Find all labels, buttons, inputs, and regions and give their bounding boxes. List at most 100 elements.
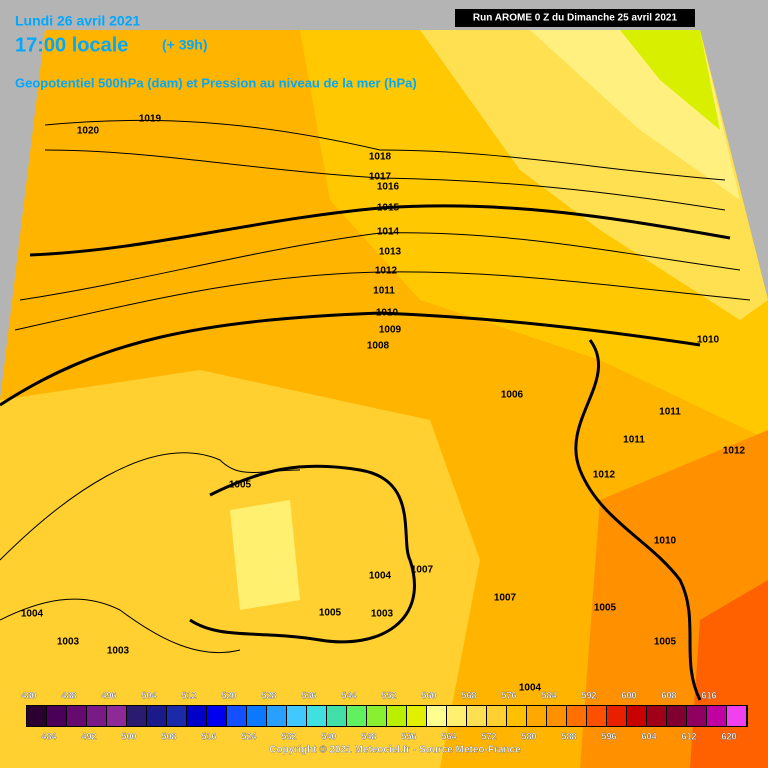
legend-label: 536 — [301, 690, 316, 700]
legend-label: 544 — [341, 690, 356, 700]
legend-swatch — [727, 706, 746, 726]
legend-swatch — [327, 706, 346, 726]
legend-swatch — [567, 706, 586, 726]
legend-label: 548 — [361, 731, 376, 741]
legend-label: 540 — [321, 731, 336, 741]
isobar-label: 1012 — [723, 446, 746, 457]
isobar-thick — [29, 204, 731, 257]
legend-swatch — [227, 706, 246, 726]
run-info: Run AROME 0 Z du Dimanche 25 avril 2021 — [473, 13, 678, 24]
isobar-label: 1014 — [377, 227, 400, 238]
isobar-label: 1020 — [77, 126, 100, 137]
isobar-label: 1004 — [519, 683, 542, 694]
legend-swatch — [687, 706, 706, 726]
legend-label: 608 — [661, 690, 676, 700]
legend-swatch — [147, 706, 166, 726]
isobar-label: 1010 — [697, 335, 720, 346]
legend-swatch — [667, 706, 686, 726]
legend-label: 500 — [121, 731, 136, 741]
legend-label: 496 — [101, 690, 116, 700]
legend-label: 568 — [461, 690, 476, 700]
legend-swatch — [107, 706, 126, 726]
isobar-label: 1010 — [376, 308, 399, 319]
field-pale — [230, 500, 300, 610]
legend-swatch — [267, 706, 286, 726]
field-description: Geopotentiel 500hPa (dam) et Pression au… — [15, 75, 417, 90]
legend-swatch — [407, 706, 426, 726]
legend-swatch — [167, 706, 186, 726]
legend-swatch — [207, 706, 226, 726]
legend-label: 516 — [201, 731, 216, 741]
legend-label: 572 — [481, 731, 496, 741]
isobar-label: 1017 — [369, 172, 392, 183]
run-banner — [455, 9, 695, 27]
legend-swatch — [67, 706, 86, 726]
date: Lundi 26 avril 2021 — [15, 13, 140, 29]
legend: 480 484 488 492 496 500 504 508 512 516 520 524 528 5… — [21, 690, 748, 742]
legend-label: 576 — [501, 690, 516, 700]
legend-swatch — [387, 706, 406, 726]
legend-label: 488 — [61, 690, 76, 700]
legend-label: 528 — [261, 690, 276, 700]
isobar-label: 1005 — [654, 637, 677, 648]
isobar-thick — [0, 311, 701, 407]
isobar-label: 1003 — [107, 646, 130, 657]
legend-swatch — [707, 706, 726, 726]
isobar-thick — [189, 464, 416, 644]
isobar-label: 1011 — [373, 286, 395, 297]
legend-label: 508 — [161, 731, 176, 741]
legend-label: 552 — [381, 690, 396, 700]
legend-swatch — [487, 706, 506, 726]
legend-label: 480 — [21, 690, 36, 700]
isobar-label: 1004 — [369, 571, 392, 582]
isobar-label: 1006 — [501, 390, 524, 401]
legend-swatch — [607, 706, 626, 726]
legend-label: 492 — [81, 731, 96, 741]
isobar-label: 1007 — [411, 565, 434, 576]
isobar-label: 1012 — [375, 266, 398, 277]
isobar-label: 1003 — [57, 637, 80, 648]
isobar — [0, 452, 301, 561]
isobar-label: 1011 — [659, 407, 681, 418]
legend-swatch — [427, 706, 446, 726]
legend-label: 556 — [401, 731, 416, 741]
legend-swatch — [347, 706, 366, 726]
legend-label: 612 — [681, 731, 696, 741]
legend-swatch — [127, 706, 146, 726]
isobar — [19, 232, 741, 301]
legend-label: 532 — [281, 731, 296, 741]
legend-swatch — [447, 706, 466, 726]
isobar-label: 1016 — [377, 182, 400, 193]
copyright: Copyright © 2021 Meteociel.fr - Source M… — [269, 745, 521, 756]
isobar-label: 1004 — [21, 609, 44, 620]
isobar-label: 1007 — [494, 593, 517, 604]
legend-label: 560 — [421, 690, 436, 700]
isobar-label: 1015 — [377, 203, 400, 214]
legend-label: 580 — [521, 731, 536, 741]
legend-swatch — [647, 706, 666, 726]
legend-swatch — [467, 706, 486, 726]
legend-swatch — [247, 706, 266, 726]
legend-swatch — [507, 706, 526, 726]
isobar-label: 1003 — [371, 609, 394, 620]
isobar-label: 1018 — [369, 152, 392, 163]
legend-swatch — [27, 706, 46, 726]
isobar — [44, 119, 726, 181]
legend-label: 588 — [561, 731, 576, 741]
legend-swatch — [47, 706, 66, 726]
legend-label: 592 — [581, 690, 596, 700]
legend-swatch — [287, 706, 306, 726]
isobar-label: 1005 — [319, 608, 342, 619]
isobar-label: 1010 — [654, 536, 677, 547]
isobar-label: 1013 — [379, 247, 402, 258]
legend-label: 620 — [721, 731, 736, 741]
isobar-label: 1019 — [139, 114, 162, 125]
lead-time: (+ 39h) — [162, 37, 208, 53]
legend-swatch — [87, 706, 106, 726]
isobar-label: 1005 — [229, 480, 252, 491]
legend-swatch — [187, 706, 206, 726]
legend-label: 484 — [41, 731, 56, 741]
legend-label: 616 — [701, 690, 716, 700]
